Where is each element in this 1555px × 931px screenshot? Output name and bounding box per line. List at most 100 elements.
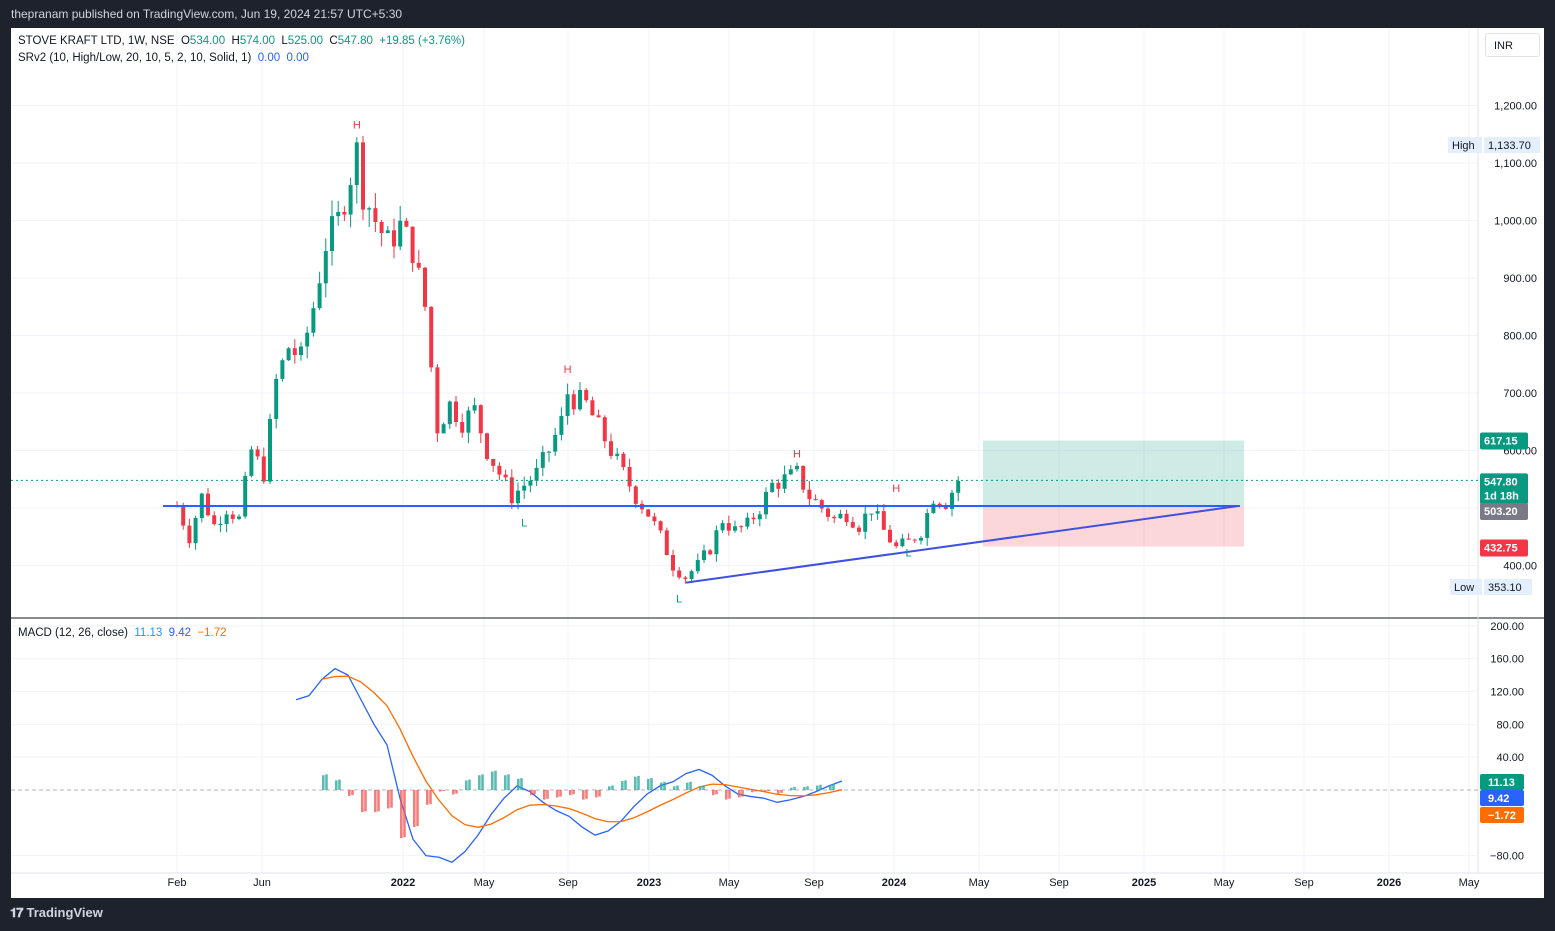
time-tick-label: 2023 (637, 877, 661, 889)
candle-body (627, 467, 632, 487)
macd-value-tag: 11.13 (1480, 774, 1524, 790)
candle-body (547, 451, 551, 453)
histogram-bar (478, 775, 481, 790)
candle-body (540, 452, 545, 468)
candle-body (485, 433, 489, 460)
candle-body (193, 517, 198, 544)
histogram-bar (403, 790, 406, 838)
candle-body (330, 216, 334, 252)
histogram-bar (689, 781, 692, 790)
time-tick-label: May (1459, 877, 1480, 889)
candle-body (813, 499, 818, 501)
candle-body (311, 308, 316, 333)
candle-body (528, 480, 533, 486)
histogram-bar (325, 774, 328, 790)
candle-body (342, 211, 347, 215)
price-tick-label: 1,000.00 (1494, 215, 1537, 227)
histogram-bar (452, 790, 455, 795)
time-tick-label: May (474, 877, 495, 889)
candle-body (739, 526, 744, 528)
time-tick-label: Sep (804, 877, 824, 889)
price-tick-label: 800.00 (1503, 330, 1537, 342)
histogram-bar (790, 787, 793, 790)
candle-body (596, 415, 601, 418)
histogram-bar (663, 781, 666, 790)
histogram-bar (504, 775, 507, 790)
candle-body (590, 400, 595, 416)
low-tag-text: Low (1454, 582, 1474, 594)
histogram-bar (806, 786, 809, 790)
chart-area[interactable] (11, 28, 1544, 898)
high-value: 574.00 (239, 35, 275, 47)
histogram-bar (364, 790, 367, 812)
macd-value-tag-bg (1480, 774, 1524, 790)
macd-tick-label: 200.00 (1490, 621, 1524, 633)
currency-button[interactable]: INR (1485, 33, 1540, 57)
high-tag-text: High (1452, 140, 1475, 152)
histogram-bar (699, 786, 702, 790)
candle-body (950, 492, 954, 509)
histogram-bar (520, 778, 523, 790)
candle-body (869, 513, 874, 515)
candle-body (602, 417, 607, 442)
low-tag-bg (1450, 579, 1482, 595)
low-value-text: 353.10 (1488, 582, 1522, 594)
histogram-bar (702, 785, 705, 790)
histogram-bar (533, 790, 536, 795)
candle-body (838, 513, 843, 519)
candle-body (361, 142, 365, 210)
candle-body (516, 490, 520, 504)
histogram-value-tag: −1.72 (1480, 807, 1524, 823)
candle-body (900, 538, 905, 547)
candle-body (919, 537, 923, 541)
support-lines (11, 479, 1478, 584)
signal-value-tag-bg (1480, 790, 1524, 806)
histogram-bar (374, 790, 377, 813)
candle-body (404, 220, 409, 227)
histogram-bar (481, 774, 484, 790)
histogram-bar (634, 776, 637, 790)
histogram-bar (611, 785, 614, 790)
candle-body (875, 511, 880, 514)
candle-body (931, 503, 936, 514)
candle-body (181, 506, 186, 526)
high-label: H (231, 35, 240, 47)
candle-body (888, 529, 892, 543)
time-tick-label: 2025 (1132, 877, 1156, 889)
candle-body (578, 389, 582, 410)
candle-body (764, 492, 768, 515)
symbol-name: STOVE KRAFT LTD, 1W, NSE (18, 35, 175, 47)
histogram-bar (546, 790, 549, 799)
histogram-bar (686, 782, 689, 790)
macd-panel (11, 667, 1478, 863)
histogram-bar (647, 778, 650, 790)
pivot-label-h: H (793, 448, 801, 460)
histogram-bar (728, 790, 731, 799)
candle-body (255, 449, 260, 457)
histogram-bar (413, 790, 416, 827)
open-value: 534.00 (189, 35, 226, 47)
histogram-bar (725, 790, 728, 800)
candle-body (553, 434, 558, 452)
close-value: 547.80 (337, 35, 373, 47)
pivot-label-l: L (521, 517, 527, 529)
candle-body (305, 332, 310, 347)
candle-body (454, 401, 458, 423)
close-label: C (329, 35, 338, 47)
change-value: +19.85 (+3.76%) (379, 35, 465, 47)
price-tick-label: 900.00 (1503, 273, 1537, 285)
histogram-bar (793, 786, 796, 790)
signal-value-tag: 9.42 (1480, 790, 1524, 806)
candle-body (206, 493, 210, 516)
histogram-bar (491, 771, 494, 790)
pivot-label-h: H (353, 120, 361, 132)
macd-value-tag-text: 11.13 (1488, 777, 1515, 789)
candle-body (844, 513, 849, 523)
candle-body (249, 449, 254, 476)
high-value-bg (1484, 137, 1540, 153)
histogram-bar (832, 784, 835, 790)
histogram-bar (377, 790, 380, 812)
candle-body (503, 474, 508, 478)
histogram-bar (361, 790, 364, 813)
